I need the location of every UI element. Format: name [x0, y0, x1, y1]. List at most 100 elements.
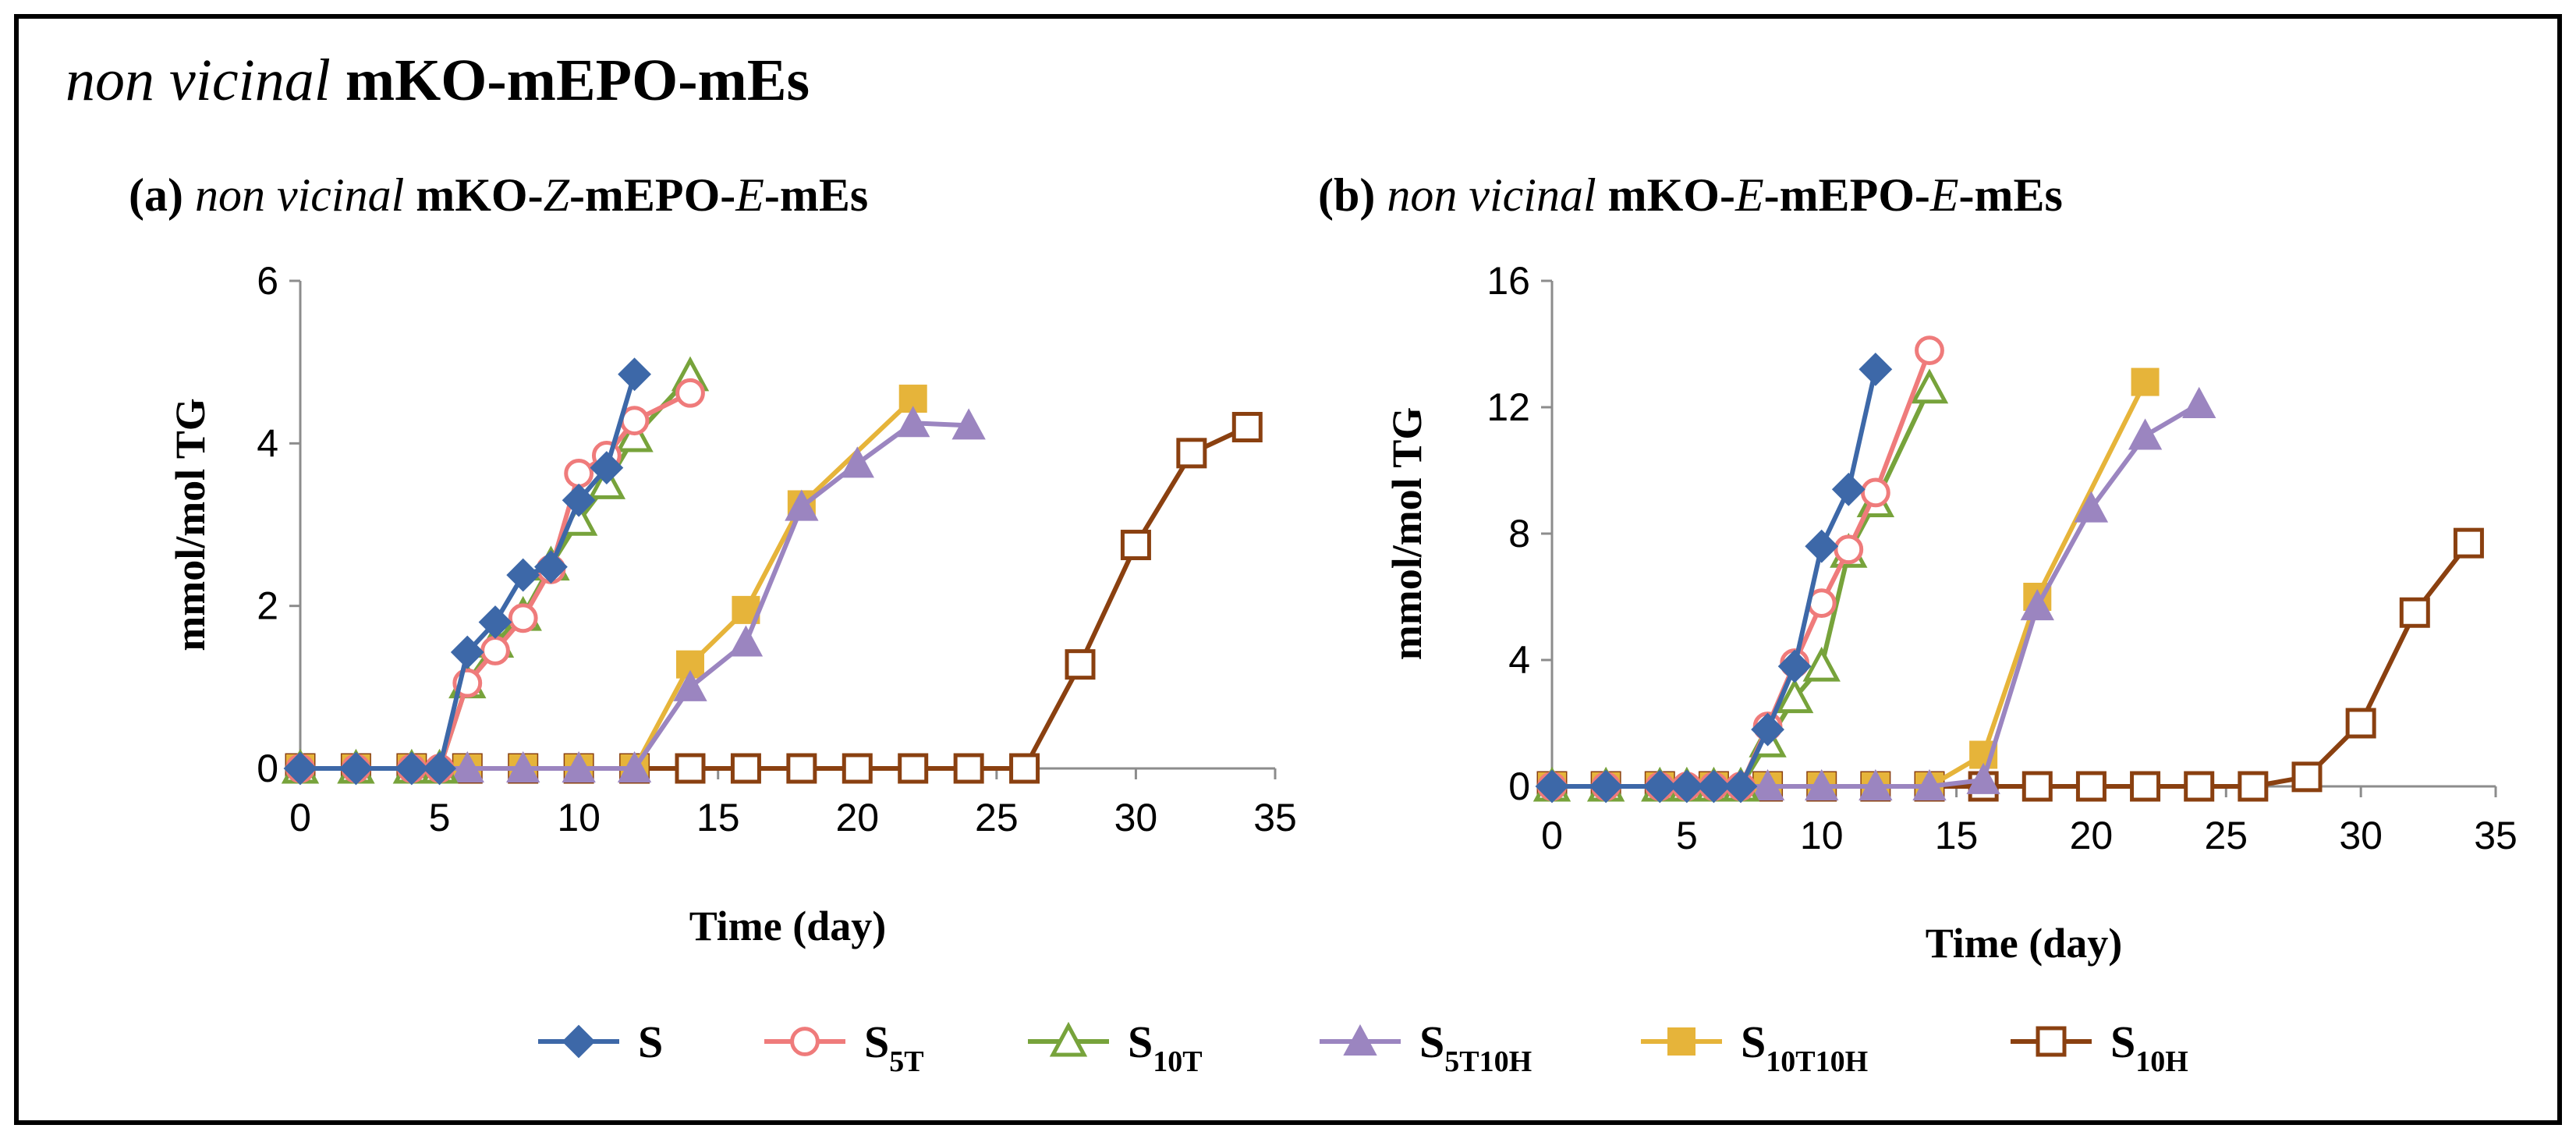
x-tick-label: 5 — [429, 796, 451, 839]
y-axis-title: mmol/mol TG — [167, 398, 214, 651]
data-point — [480, 636, 510, 665]
data-point — [1750, 768, 1785, 800]
legend-label-sub: 5T10H — [1444, 1045, 1532, 1078]
legend-label: S10T10H — [1741, 1017, 1868, 1078]
series-3 — [1532, 368, 1949, 802]
series-6 — [285, 412, 1263, 784]
data-point — [1858, 768, 1893, 800]
data-point — [898, 753, 929, 784]
panel-title: (b) non vicinal mKO-E-mEPO-E-mEs — [1318, 169, 2063, 221]
data-point — [1751, 712, 1784, 747]
panel-title-part: non vicinal — [195, 169, 404, 221]
data-point — [508, 603, 538, 633]
x-tick-label: 25 — [2204, 814, 2248, 857]
legend-label-main: S — [638, 1017, 663, 1067]
data-point — [730, 753, 761, 784]
data-point — [2020, 589, 2054, 621]
legend-label: S10H — [2110, 1017, 2188, 1078]
y-tick-label: 8 — [1508, 512, 1530, 555]
x-tick-label: 5 — [1676, 814, 1698, 857]
figure-title-italic: non vicinal — [66, 48, 331, 113]
data-point — [1805, 529, 1839, 563]
series-line — [1552, 402, 2201, 789]
legend-label-main: S — [1741, 1017, 1766, 1067]
x-axis-title: Time (day) — [689, 903, 887, 949]
x-tick-label: 20 — [2070, 814, 2114, 857]
series-4 — [283, 406, 986, 782]
data-point — [1860, 477, 1890, 508]
data-point — [1910, 368, 1949, 404]
x-tick-label: 35 — [1253, 796, 1297, 839]
legend-label-sub: 10T — [1153, 1045, 1202, 1078]
data-point — [450, 635, 484, 669]
x-tick-label: 15 — [1935, 814, 1979, 857]
data-point — [1724, 769, 1758, 804]
data-point — [618, 357, 651, 392]
panel-title-part: -mEPO- — [1764, 169, 1930, 221]
legend-label-main: S — [2110, 1017, 2135, 1067]
data-point — [1120, 530, 1151, 561]
panel-title-part: mKO- — [1596, 169, 1735, 221]
panel-title: (a) non vicinal mKO-Z-mEPO-E-mEs — [129, 169, 868, 221]
series-line — [1552, 381, 2148, 789]
y-tick-label: 4 — [257, 421, 278, 465]
legend: S S5T S10T S5T10H S10T10H S10H — [538, 1017, 2188, 1078]
legend-label-sub: 10H — [2135, 1045, 2188, 1078]
data-point — [1589, 769, 1623, 804]
x-tick-label: 35 — [2474, 814, 2518, 857]
data-point — [2131, 367, 2160, 396]
legend-entry: S10H — [2011, 1017, 2188, 1078]
legend-label-sub: 5T — [889, 1045, 923, 1078]
data-point — [534, 550, 568, 584]
series-line — [1552, 387, 1932, 789]
data-point — [1775, 678, 1814, 714]
legend-label-sub: 10T10H — [1766, 1045, 1868, 1078]
data-point — [840, 446, 874, 478]
data-point — [2182, 386, 2216, 418]
panel-title-part: (b) — [1318, 169, 1387, 221]
legend-label: S5T — [864, 1017, 924, 1078]
legend-marker — [1049, 1021, 1088, 1057]
series-1 — [1535, 352, 1893, 804]
legend-entry: S5T10H — [1320, 1017, 1532, 1078]
data-point — [1915, 335, 1944, 366]
x-tick-label: 20 — [835, 796, 879, 839]
data-point — [478, 605, 512, 639]
data-point — [1535, 769, 1569, 804]
data-point — [1834, 534, 1864, 565]
data-point — [1858, 352, 1893, 386]
data-point — [2075, 771, 2107, 802]
data-point — [842, 753, 873, 784]
legend-label-main: S — [864, 1017, 889, 1067]
data-point — [615, 417, 654, 452]
legend-entry: S10T — [1028, 1017, 1203, 1078]
panel-title-part: non vicinal — [1387, 169, 1596, 221]
figure-frame — [14, 14, 2562, 1125]
data-point — [450, 750, 484, 782]
figure-title: non vicinal mKO-mEPO-mEs — [66, 47, 810, 115]
y-tick-label: 16 — [1486, 259, 1530, 303]
data-point — [2128, 418, 2163, 450]
data-point — [675, 378, 705, 408]
panel-title-part: E — [735, 169, 764, 221]
data-point — [562, 483, 596, 517]
legend-marker — [790, 1027, 820, 1056]
data-point — [617, 750, 652, 782]
data-point — [2291, 761, 2323, 793]
y-tick-label: 2 — [257, 584, 278, 628]
data-point — [562, 750, 596, 782]
series-1 — [283, 357, 651, 786]
data-point — [506, 558, 540, 592]
data-point — [1009, 753, 1040, 784]
data-point — [395, 751, 429, 786]
series-line — [1552, 368, 1878, 789]
legend-label: S10T — [1128, 1017, 1203, 1078]
y-tick-label: 0 — [257, 747, 278, 790]
data-point — [673, 669, 707, 701]
data-point — [564, 458, 594, 488]
x-axis-title: Time (day) — [1926, 920, 2123, 967]
panel-title-part: Z — [544, 169, 570, 221]
x-tick-label: 15 — [696, 796, 740, 839]
x-tick-label: 25 — [975, 796, 1019, 839]
